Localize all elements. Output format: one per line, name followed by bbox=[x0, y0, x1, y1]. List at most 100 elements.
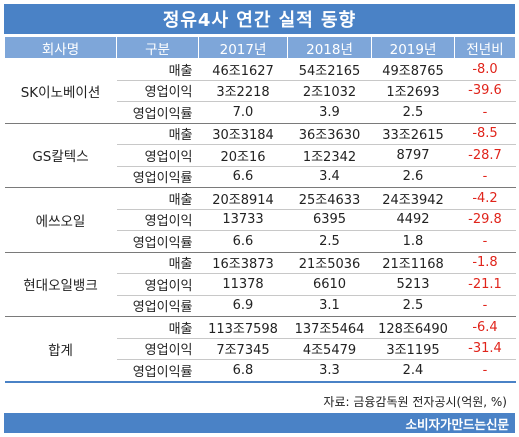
source-note: 자료: 금융감독원 전자공시(억원, %) bbox=[323, 395, 507, 409]
change-value: - bbox=[454, 230, 516, 253]
value-2018: 21조5036 bbox=[287, 252, 372, 274]
value-2017: 7.0 bbox=[198, 101, 288, 124]
value-2019: 2.4 bbox=[371, 359, 455, 383]
table-row: 영업이익 3조2218 2조1032 1조2693 -39.6 bbox=[5, 80, 516, 102]
value-2017: 6.9 bbox=[198, 295, 288, 317]
table-title: 정유4사 연간 실적 동향 bbox=[4, 4, 515, 34]
change-value: -8.0 bbox=[454, 58, 516, 81]
value-2019: 1.8 bbox=[371, 230, 455, 253]
earnings-table: 회사명 구분 2017년 2018년 2019년 전년비 SK이노베이션 매출 … bbox=[4, 36, 516, 383]
metric-label: 영업이익 bbox=[116, 80, 199, 102]
value-2017: 6.8 bbox=[198, 359, 288, 383]
metric-label: 매출 bbox=[116, 252, 199, 274]
value-2019: 49조8765 bbox=[371, 58, 455, 81]
value-2018: 2조1032 bbox=[287, 80, 372, 102]
value-2018: 6610 bbox=[287, 273, 372, 296]
table-row: 영업이익률 6.6 3.4 2.6 - bbox=[5, 166, 516, 188]
table-figure: 정유4사 연간 실적 동향 회사명 구분 2017년 2018년 2019년 전… bbox=[4, 4, 516, 433]
company-name: GS칼텍스 bbox=[4, 123, 117, 188]
header-2019: 2019년 bbox=[371, 36, 455, 59]
header-category: 구분 bbox=[116, 36, 199, 59]
value-2017: 30조3184 bbox=[198, 123, 288, 145]
value-2018: 3.3 bbox=[287, 359, 372, 383]
value-2018: 4조5479 bbox=[287, 338, 372, 360]
metric-label: 영업이익 bbox=[116, 209, 199, 231]
metric-label: 영업이익 bbox=[116, 144, 199, 167]
company-name: SK이노베이션 bbox=[4, 58, 117, 124]
table-row: GS칼텍스 매출 30조3184 36조3630 33조2615 -8.5 bbox=[4, 123, 516, 188]
value-2017: 6.6 bbox=[198, 166, 288, 188]
change-value: - bbox=[454, 295, 516, 317]
metric-label: 매출 bbox=[116, 187, 199, 210]
value-2018: 3.1 bbox=[287, 295, 372, 317]
value-2018: 137조5464 bbox=[287, 316, 372, 339]
table-row: 영업이익률 6.8 3.3 2.4 - bbox=[5, 359, 516, 383]
company-name: 에쓰오일 bbox=[4, 187, 117, 253]
value-2018: 1조2342 bbox=[287, 144, 372, 167]
value-2019: 5213 bbox=[371, 273, 455, 296]
metric-label: 매출 bbox=[116, 123, 199, 145]
change-value: -31.4 bbox=[454, 338, 516, 360]
value-2019: 8797 bbox=[371, 144, 455, 167]
table-row: 현대오일뱅크 매출 16조3873 21조5036 21조1168 -1.8 bbox=[4, 252, 516, 317]
value-2017: 46조1627 bbox=[198, 58, 288, 81]
change-value: -29.8 bbox=[454, 209, 516, 231]
value-2019: 21조1168 bbox=[371, 252, 455, 274]
metric-label: 영업이익 bbox=[116, 273, 199, 296]
table-row: 에쓰오일 매출 20조8914 25조4633 24조3942 -4.2 bbox=[4, 187, 516, 253]
value-2017: 16조3873 bbox=[198, 252, 288, 274]
header-company: 회사명 bbox=[4, 36, 117, 59]
value-2018: 6395 bbox=[287, 209, 372, 231]
value-2017: 20조16 bbox=[198, 144, 288, 167]
brand-footer: 소비자가만드는신문 bbox=[4, 413, 515, 433]
value-2019: 4492 bbox=[371, 209, 455, 231]
value-2017: 3조2218 bbox=[198, 80, 288, 102]
metric-label: 매출 bbox=[116, 58, 199, 81]
value-2019: 2.5 bbox=[371, 295, 455, 317]
change-value: -21.1 bbox=[454, 273, 516, 296]
value-2019: 24조3942 bbox=[371, 187, 455, 210]
metric-label: 영업이익률 bbox=[116, 230, 199, 253]
value-2019: 2.6 bbox=[371, 166, 455, 188]
metric-label: 영업이익률 bbox=[116, 166, 199, 188]
header-2017: 2017년 bbox=[198, 36, 288, 59]
value-2018: 54조2165 bbox=[287, 58, 372, 81]
value-2019: 3조1195 bbox=[371, 338, 455, 360]
value-2018: 2.5 bbox=[287, 230, 372, 253]
value-2018: 25조4633 bbox=[287, 187, 372, 210]
value-2019: 33조2615 bbox=[371, 123, 455, 145]
metric-label: 매출 bbox=[116, 316, 199, 339]
change-value: -1.8 bbox=[454, 252, 516, 274]
change-value: -8.5 bbox=[454, 123, 516, 145]
table-row: 영업이익률 6.6 2.5 1.8 - bbox=[5, 230, 516, 253]
change-value: -6.4 bbox=[454, 316, 516, 339]
metric-label: 영업이익률 bbox=[116, 101, 199, 124]
change-value: -28.7 bbox=[454, 144, 516, 167]
table-row: 영업이익률 6.9 3.1 2.5 - bbox=[5, 295, 516, 317]
table-row: 합계 매출 113조7598 137조5464 128조6490 -6.4 bbox=[4, 316, 516, 383]
table-row: 영업이익 7조7345 4조5479 3조1195 -31.4 bbox=[5, 338, 516, 360]
value-2017: 20조8914 bbox=[198, 187, 288, 210]
metric-label: 영업이익률 bbox=[116, 295, 199, 317]
value-2017: 113조7598 bbox=[198, 316, 288, 339]
metric-label: 영업이익률 bbox=[116, 359, 199, 383]
header-2018: 2018년 bbox=[287, 36, 372, 59]
metric-label: 영업이익 bbox=[116, 338, 199, 360]
value-2017: 13733 bbox=[198, 209, 288, 231]
company-name: 현대오일뱅크 bbox=[4, 252, 117, 317]
table-row: 영업이익 20조16 1조2342 8797 -28.7 bbox=[5, 144, 516, 167]
value-2018: 3.4 bbox=[287, 166, 372, 188]
value-2018: 36조3630 bbox=[287, 123, 372, 145]
value-2017: 7조7345 bbox=[198, 338, 288, 360]
table-row: 영업이익 11378 6610 5213 -21.1 bbox=[5, 273, 516, 296]
header-row: 회사명 구분 2017년 2018년 2019년 전년비 bbox=[4, 36, 516, 59]
value-2018: 3.9 bbox=[287, 101, 372, 124]
company-name: 합계 bbox=[4, 316, 117, 383]
value-2017: 11378 bbox=[198, 273, 288, 296]
change-value: - bbox=[454, 101, 516, 124]
table-row: 영업이익률 7.0 3.9 2.5 - bbox=[5, 101, 516, 124]
change-value: -4.2 bbox=[454, 187, 516, 210]
value-2017: 6.6 bbox=[198, 230, 288, 253]
value-2019: 1조2693 bbox=[371, 80, 455, 102]
change-value: - bbox=[454, 359, 516, 383]
